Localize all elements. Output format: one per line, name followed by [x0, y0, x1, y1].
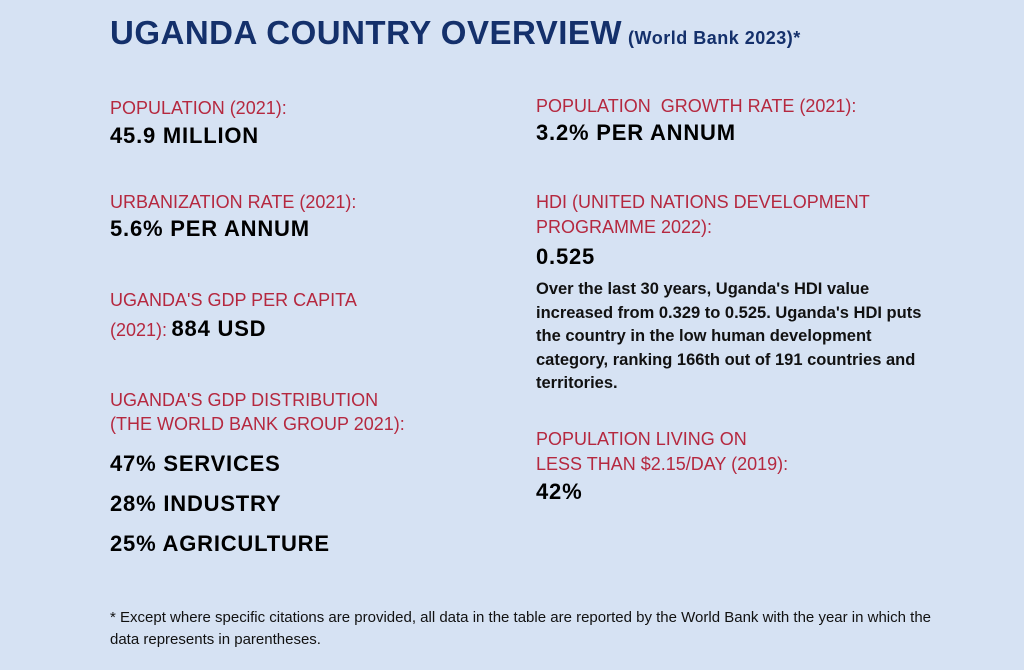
gdp-per-capita-label: UGANDA'S GDP PER CAPITA — [110, 290, 357, 310]
poverty-value: 42% — [536, 479, 583, 504]
gdp-per-capita-row: (2021): 884 USD — [110, 316, 266, 342]
gdp-agriculture: 25% AGRICULTURE — [110, 531, 330, 556]
gdp-per-capita-value: 884 USD — [171, 316, 267, 341]
footnote: * Except where specific citations are pr… — [110, 609, 932, 648]
growth-rate-label: POPULATION GROWTH RATE (2021): — [536, 96, 857, 116]
population-value: 45.9 MILLION — [110, 123, 259, 148]
hdi-source: PROGRAMME 2022): — [536, 217, 713, 237]
growth-rate-value: 3.2% PER ANNUM — [536, 120, 736, 145]
urbanization-value: 5.6% PER ANNUM — [110, 216, 310, 241]
title-note: (World Bank 2023)* — [628, 28, 801, 48]
gdp-industry: 28% INDUSTRY — [110, 491, 282, 516]
poverty-label: POPULATION LIVING ON — [536, 429, 747, 449]
gdp-services: 47% SERVICES — [110, 451, 281, 476]
hdi-label: HDI (UNITED NATIONS DEVELOPMENT — [536, 192, 870, 212]
gdp-distribution-label: UGANDA'S GDP DISTRIBUTION — [110, 390, 379, 410]
page-title: UGANDA COUNTRY OVERVIEW (World Bank 2023)… — [110, 14, 801, 52]
gdp-per-capita-year: (2021): — [110, 320, 168, 340]
hdi-description: Over the last 30 years, Uganda's HDI val… — [536, 280, 922, 392]
urbanization-label: URBANIZATION RATE (2021): — [110, 192, 357, 212]
poverty-label-2: LESS THAN $2.15/DAY (2019): — [536, 454, 789, 474]
population-label: POPULATION (2021): — [110, 98, 287, 118]
hdi-value: 0.525 — [536, 244, 596, 269]
title-text: UGANDA COUNTRY OVERVIEW — [110, 14, 623, 51]
gdp-distribution-source: (THE WORLD BANK GROUP 2021): — [110, 414, 405, 434]
